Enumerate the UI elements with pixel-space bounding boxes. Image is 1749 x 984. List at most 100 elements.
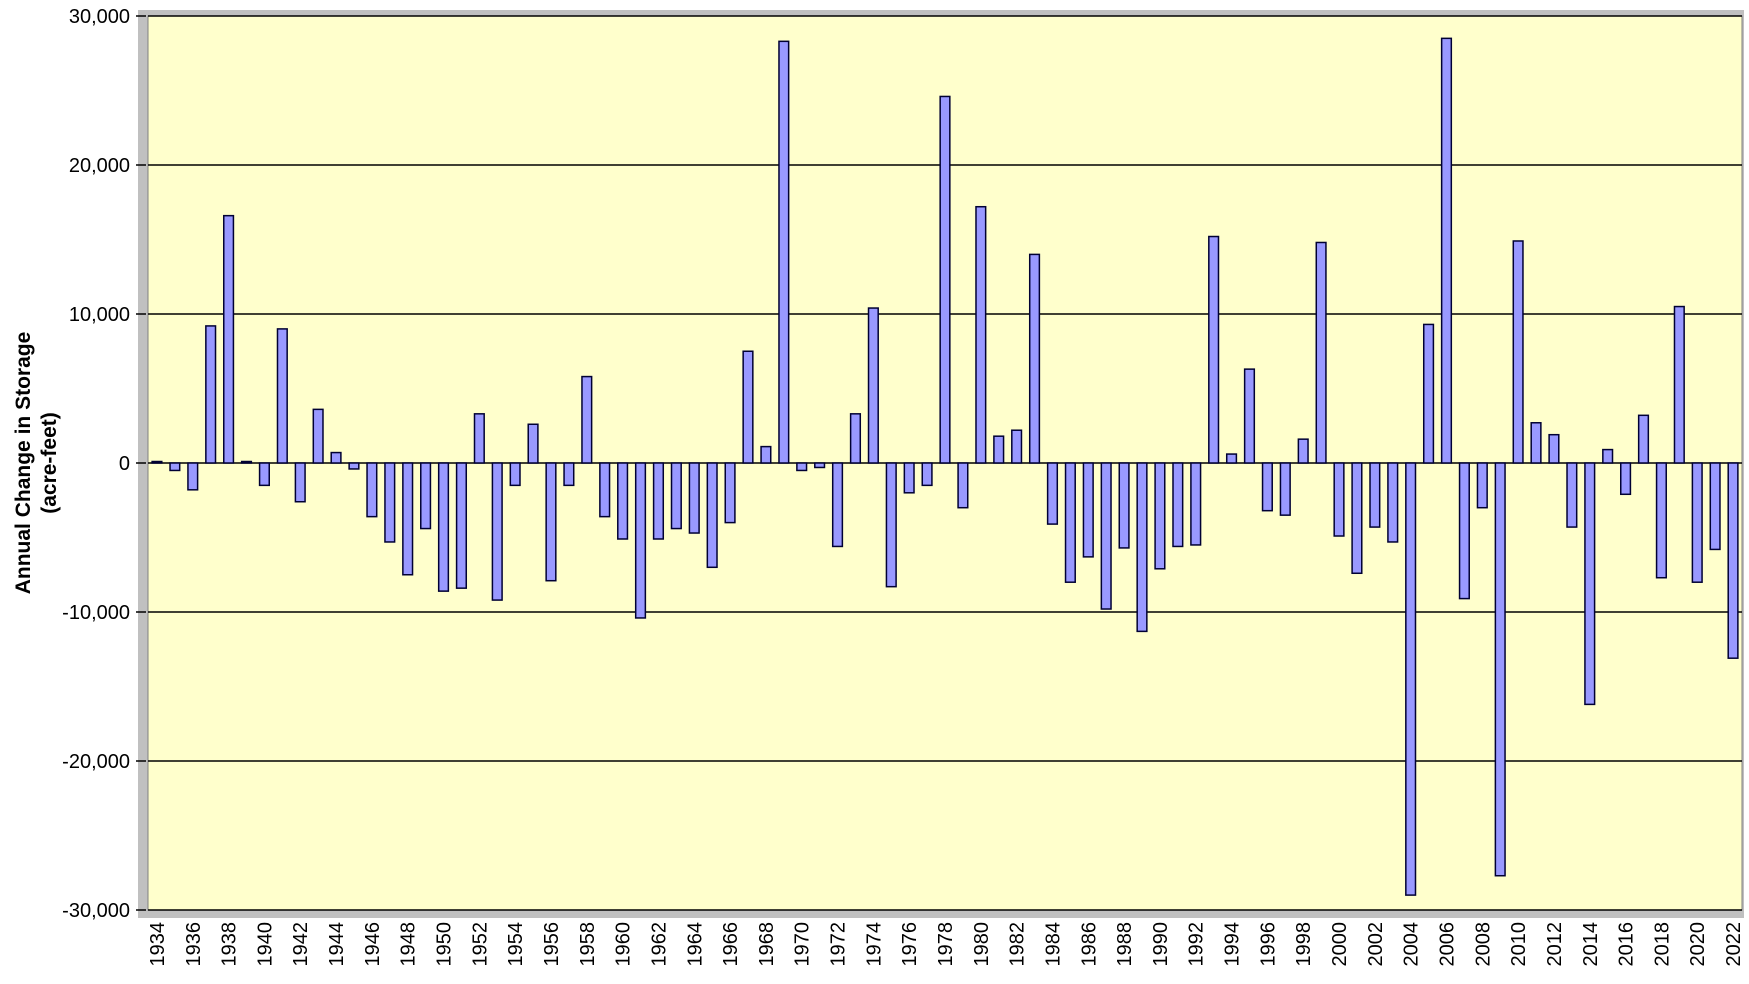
bar [1727, 462, 1739, 659]
bar [366, 462, 378, 518]
x-tick-label: 2018 [1651, 922, 1673, 967]
y-tick-label: -30,000 [62, 900, 130, 922]
bar [258, 462, 271, 487]
bar [1387, 462, 1399, 543]
x-tick-label: 2022 [1723, 922, 1745, 967]
bar [1297, 438, 1309, 464]
bar [384, 462, 396, 543]
bar [1691, 462, 1703, 583]
bar [796, 462, 808, 472]
bar [885, 462, 897, 588]
x-tick-label: 1940 [254, 922, 276, 967]
x-tick-label: 1990 [1150, 922, 1172, 967]
bar [151, 460, 163, 464]
bar [187, 462, 199, 491]
x-tick-label: 1952 [469, 922, 491, 967]
x-tick-label: 2008 [1472, 922, 1494, 967]
x-tick-label: 2010 [1508, 922, 1530, 967]
bar [1279, 462, 1291, 516]
bar [402, 462, 414, 576]
bar [814, 462, 826, 469]
bar [1476, 462, 1488, 509]
x-tick-label: 2002 [1365, 922, 1387, 967]
bar [1154, 462, 1166, 570]
y-tick-label: 30,000 [69, 6, 130, 28]
bar [1548, 433, 1560, 464]
x-tick-label: 1992 [1186, 922, 1208, 967]
bar [1673, 305, 1685, 464]
bar [939, 95, 951, 464]
bar [652, 462, 665, 540]
bar [1458, 462, 1470, 600]
x-tick-label: 1978 [935, 922, 957, 967]
bar [1082, 462, 1094, 558]
y-axis-label: (acre-feet) [38, 412, 61, 514]
bar [831, 462, 844, 548]
bar [455, 462, 468, 589]
x-tick-label: 1946 [362, 922, 384, 967]
bar [1602, 448, 1614, 464]
bar [867, 307, 879, 464]
y-tick-label: -10,000 [62, 602, 130, 624]
x-tick-label: 2016 [1616, 922, 1638, 967]
bar [993, 435, 1005, 464]
x-tick-label: 1960 [613, 922, 635, 967]
bar [276, 328, 288, 464]
x-tick-label: 1976 [899, 922, 921, 967]
bar [634, 462, 647, 619]
bar [437, 462, 450, 592]
x-tick-label: 1942 [290, 922, 312, 967]
x-tick-label: 1984 [1042, 922, 1064, 967]
x-tick-label: 1944 [326, 922, 348, 967]
x-tick-label: 1982 [1007, 922, 1029, 967]
x-tick-label: 2020 [1687, 922, 1709, 967]
x-tick-label: 1938 [219, 922, 241, 967]
x-tick-label: 1970 [792, 922, 814, 967]
bar [1225, 453, 1238, 464]
y-axis-label: Annual Change in Storage [12, 332, 35, 595]
bar [1190, 462, 1202, 546]
bar [1011, 429, 1023, 464]
bar [473, 413, 485, 464]
bar [312, 408, 324, 464]
x-tick-label: 1988 [1114, 922, 1136, 967]
x-tick-label: 1996 [1257, 922, 1279, 967]
x-tick-label: 1956 [541, 922, 563, 967]
bar [760, 445, 772, 464]
y-tick-label: 20,000 [69, 155, 130, 177]
bar [1494, 462, 1506, 877]
bar [1619, 462, 1632, 496]
x-tick-label: 1954 [505, 922, 527, 967]
bar [1136, 462, 1148, 633]
bar [205, 325, 217, 464]
y-tick-label: 10,000 [69, 304, 130, 326]
x-tick-label: 2014 [1580, 922, 1602, 967]
x-tick-label: 1968 [756, 922, 778, 967]
x-tick-label: 1994 [1222, 922, 1244, 967]
bar [975, 205, 987, 464]
bar [1512, 240, 1524, 464]
bar [420, 462, 432, 530]
x-tick-label: 1998 [1293, 922, 1315, 967]
bar [545, 462, 557, 582]
bar [330, 451, 342, 464]
bar [240, 460, 253, 464]
bar [348, 462, 360, 470]
bar [1440, 37, 1453, 464]
x-tick-label: 2004 [1401, 922, 1423, 967]
y-tick-label: -20,000 [62, 751, 130, 773]
y-tick-label: 0 [119, 453, 130, 475]
bar [921, 462, 933, 487]
bar [1208, 235, 1220, 464]
bar [849, 413, 862, 464]
x-tick-label: 1950 [434, 922, 456, 967]
x-tick-label: 2000 [1329, 922, 1351, 967]
bar [509, 462, 521, 487]
x-tick-label: 1936 [183, 922, 205, 967]
bar [581, 375, 593, 464]
bar [1584, 462, 1596, 706]
x-tick-label: 1958 [577, 922, 599, 967]
bar [223, 214, 235, 464]
bar [1369, 462, 1381, 528]
bar [491, 462, 503, 601]
